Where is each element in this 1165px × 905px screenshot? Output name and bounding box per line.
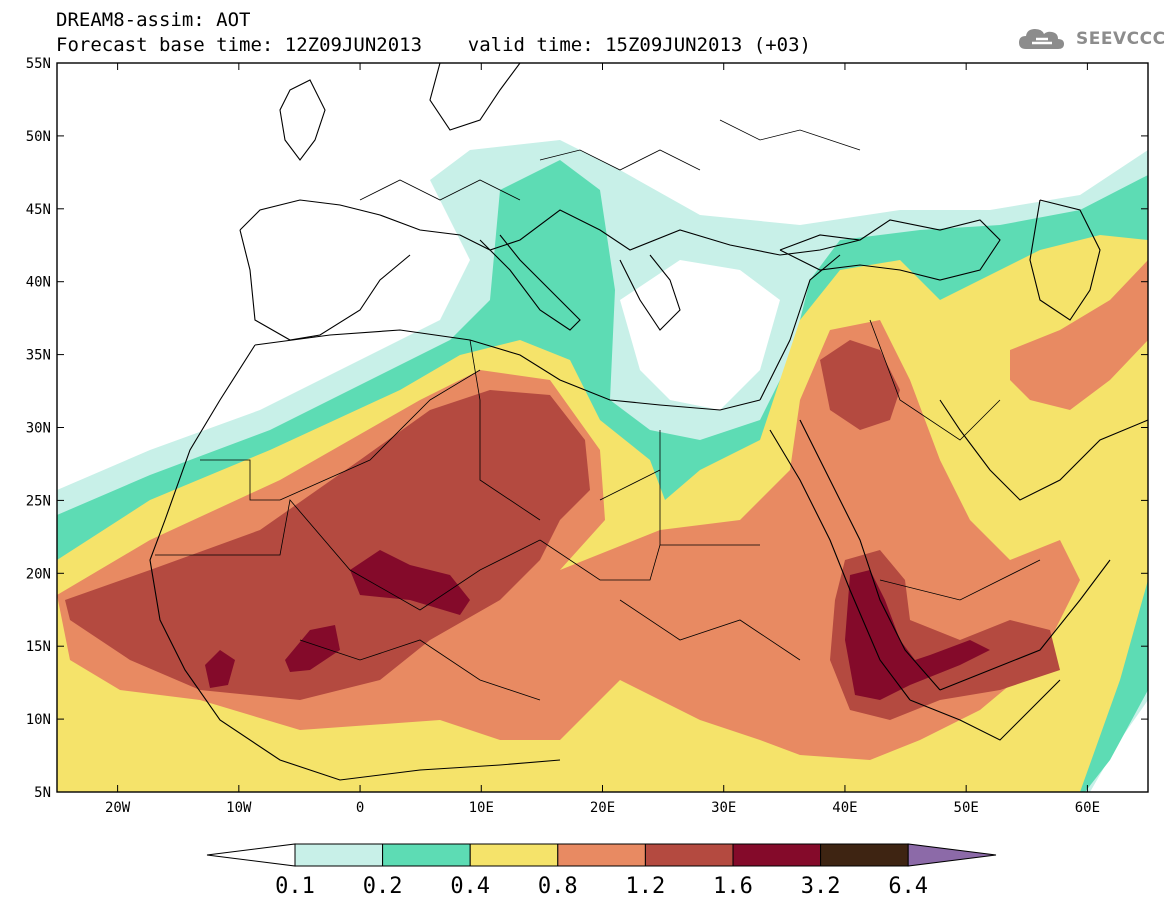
colorbar-segment <box>294 843 384 867</box>
colorbar-label: 0.8 <box>538 874 578 899</box>
logo-text: SEEVCCC <box>1076 29 1165 49</box>
border-line <box>619 599 801 661</box>
colorbar: 0.1 0.2 0.4 0.8 1.2 1.6 3.2 6.4 <box>206 843 997 899</box>
persian-gulf-coast <box>939 399 1148 501</box>
horn-of-africa-coast <box>909 679 1061 741</box>
lon-tick-label: 10W <box>226 800 252 816</box>
lat-tick-label: 50N <box>26 129 51 145</box>
border-line <box>869 319 1001 441</box>
europe-coastline <box>239 199 861 256</box>
colorbar-label: 0.1 <box>275 874 315 899</box>
colorbar-segment <box>557 843 646 867</box>
colorbar-segment <box>732 843 822 867</box>
greece-coastline <box>619 254 681 331</box>
lat-tick-label: 15N <box>26 639 51 655</box>
aot-band-1.2 <box>65 390 590 700</box>
italy-coastline <box>479 234 581 331</box>
colorbar-arrow-high <box>907 843 997 867</box>
coastlines <box>149 63 1148 781</box>
black-sea-coast <box>779 219 1001 281</box>
colorbar-label: 3.2 <box>801 874 841 899</box>
lon-tick-label: 60E <box>1075 800 1100 816</box>
border-line <box>719 119 861 151</box>
lon-tick-label: 50E <box>954 800 979 816</box>
colorbar-label: 0.4 <box>450 874 490 899</box>
red-sea-east-coast <box>799 419 941 691</box>
iberia-coastline <box>239 229 411 341</box>
colorbar-label: 6.4 <box>888 874 928 899</box>
scandinavia-coastline <box>429 63 521 131</box>
lon-tick-label: 0 <box>356 800 364 816</box>
border-line <box>599 469 661 501</box>
lon-tick-label: 20E <box>590 800 615 816</box>
aot-contours <box>57 140 1148 792</box>
levant-coastline <box>759 254 841 401</box>
lon-tick-label: 40E <box>832 800 857 816</box>
colorbar-arrow-low <box>206 843 296 867</box>
west-africa-coastline <box>149 344 561 781</box>
lat-tick-label: 20N <box>26 566 51 582</box>
british-isles-coastline <box>279 79 326 161</box>
lon-tick-label: 30E <box>711 800 736 816</box>
caspian-sea-coast <box>1029 199 1101 321</box>
lat-tick-label: 45N <box>26 202 51 218</box>
aot-band-1.2-mesopotamia <box>820 340 900 430</box>
aot-band-1.6-sahel-a <box>285 625 340 672</box>
arabia-south-coast <box>939 559 1111 691</box>
border-line <box>359 179 521 201</box>
aot-band-1.6-sahel-b <box>205 650 235 688</box>
lat-tick-label: 35N <box>26 348 51 364</box>
lat-tick-label: 40N <box>26 275 51 291</box>
border-line <box>539 539 661 581</box>
lat-tick-label: 55N <box>26 56 51 72</box>
red-sea-west-coast <box>769 429 911 701</box>
lat-tick-label: 25N <box>26 493 51 509</box>
border-line <box>299 639 541 701</box>
border-line <box>879 559 1041 601</box>
aot-band-0.8-east <box>1010 260 1148 410</box>
seevccc-logo: SEEVCCC <box>1018 26 1165 52</box>
border-line <box>279 369 481 501</box>
colorbar-segment <box>469 843 559 867</box>
lat-tick-label: 5N <box>34 785 51 801</box>
colorbar-segment <box>644 843 734 867</box>
border-line <box>469 339 541 521</box>
longitude-axis: 20W 10W 0 10E 20E 30E 40E 50E 60E <box>105 63 1100 816</box>
mediterranean-clear-area <box>620 260 780 410</box>
colorbar-label: 0.2 <box>363 874 403 899</box>
lat-tick-label: 10N <box>26 712 51 728</box>
colorbar-segment <box>820 843 909 867</box>
country-borders <box>155 119 1041 701</box>
lat-tick-label: 30N <box>26 421 51 437</box>
colorbar-label: 1.6 <box>713 874 753 899</box>
lon-tick-label: 10E <box>469 800 494 816</box>
colorbar-label: 1.2 <box>626 874 666 899</box>
map-title: DREAM8-assim: AOT <box>56 9 251 31</box>
border-line <box>155 499 541 611</box>
cloud-icon <box>1019 29 1064 49</box>
border-line <box>539 149 701 171</box>
border-line <box>200 459 280 501</box>
lon-tick-label: 20W <box>105 800 131 816</box>
aot-band-1.6-sahara <box>350 550 470 615</box>
latitude-axis: 55N 50N 45N 40N 35N 30N 25N 20N 15N 10N 5N <box>26 56 1148 801</box>
colorbar-segment <box>382 843 471 867</box>
forecast-time-subtitle: Forecast base time: 12Z09JUN2013 valid t… <box>56 34 811 56</box>
north-africa-coastline <box>254 329 761 411</box>
